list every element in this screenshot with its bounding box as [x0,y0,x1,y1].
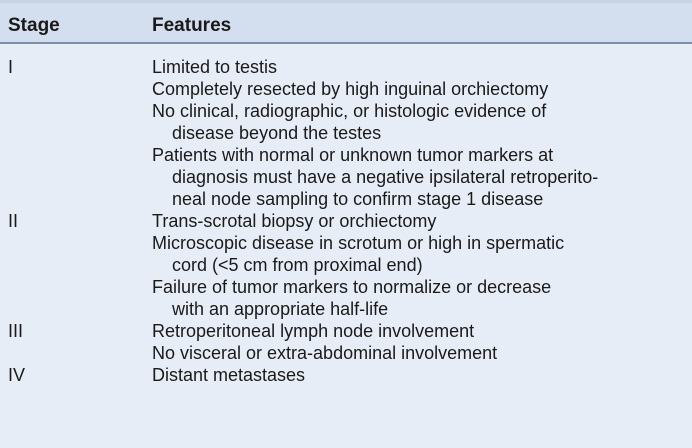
stage-cell: IV [8,365,26,385]
feature-item: Patients with normal or unknown tumor ma… [152,145,599,209]
feature-item: No clinical, radiographic, or histologic… [152,101,547,143]
feature-item: Microscopic disease in scrotum or high i… [152,233,565,275]
feature-item: No visceral or extra-abdominal involveme… [152,343,498,363]
features-cell: Trans-scrotal biopsy or orchiectomy Micr… [152,210,682,320]
stage-column-header: Stage [8,15,60,36]
stage-cell: II [8,211,19,231]
feature-item: Limited to testis [152,57,278,77]
table-row-stage-2: II Trans-scrotal biopsy or orchiectomy M… [0,210,692,320]
stage-cell: I [8,57,14,77]
features-cell: Retroperitoneal lymph node involvement N… [152,320,682,364]
feature-item: Completely resected by high inguinal orc… [152,79,549,99]
table-header: Stage Features [0,3,692,44]
feature-item: Retroperitoneal lymph node involvement [152,321,475,341]
features-cell: Distant metastases [152,364,682,386]
features-column-header: Features [152,15,232,36]
stage-cell: III [8,321,24,341]
feature-item: Trans-scrotal biopsy or orchiectomy [152,211,437,231]
table-row-stage-4: IV Distant metastases [0,364,692,386]
table-row-stage-1: I Limited to testis Completely resected … [0,56,692,210]
feature-item: Failure of tumor markers to normalize or… [152,277,552,319]
feature-item: Distant metastases [152,365,306,385]
table-row-stage-3: III Retroperitoneal lymph node involveme… [0,320,692,364]
top-rule [0,0,692,3]
features-cell: Limited to testis Completely resected by… [152,56,682,210]
table-body: I Limited to testis Completely resected … [0,56,692,386]
